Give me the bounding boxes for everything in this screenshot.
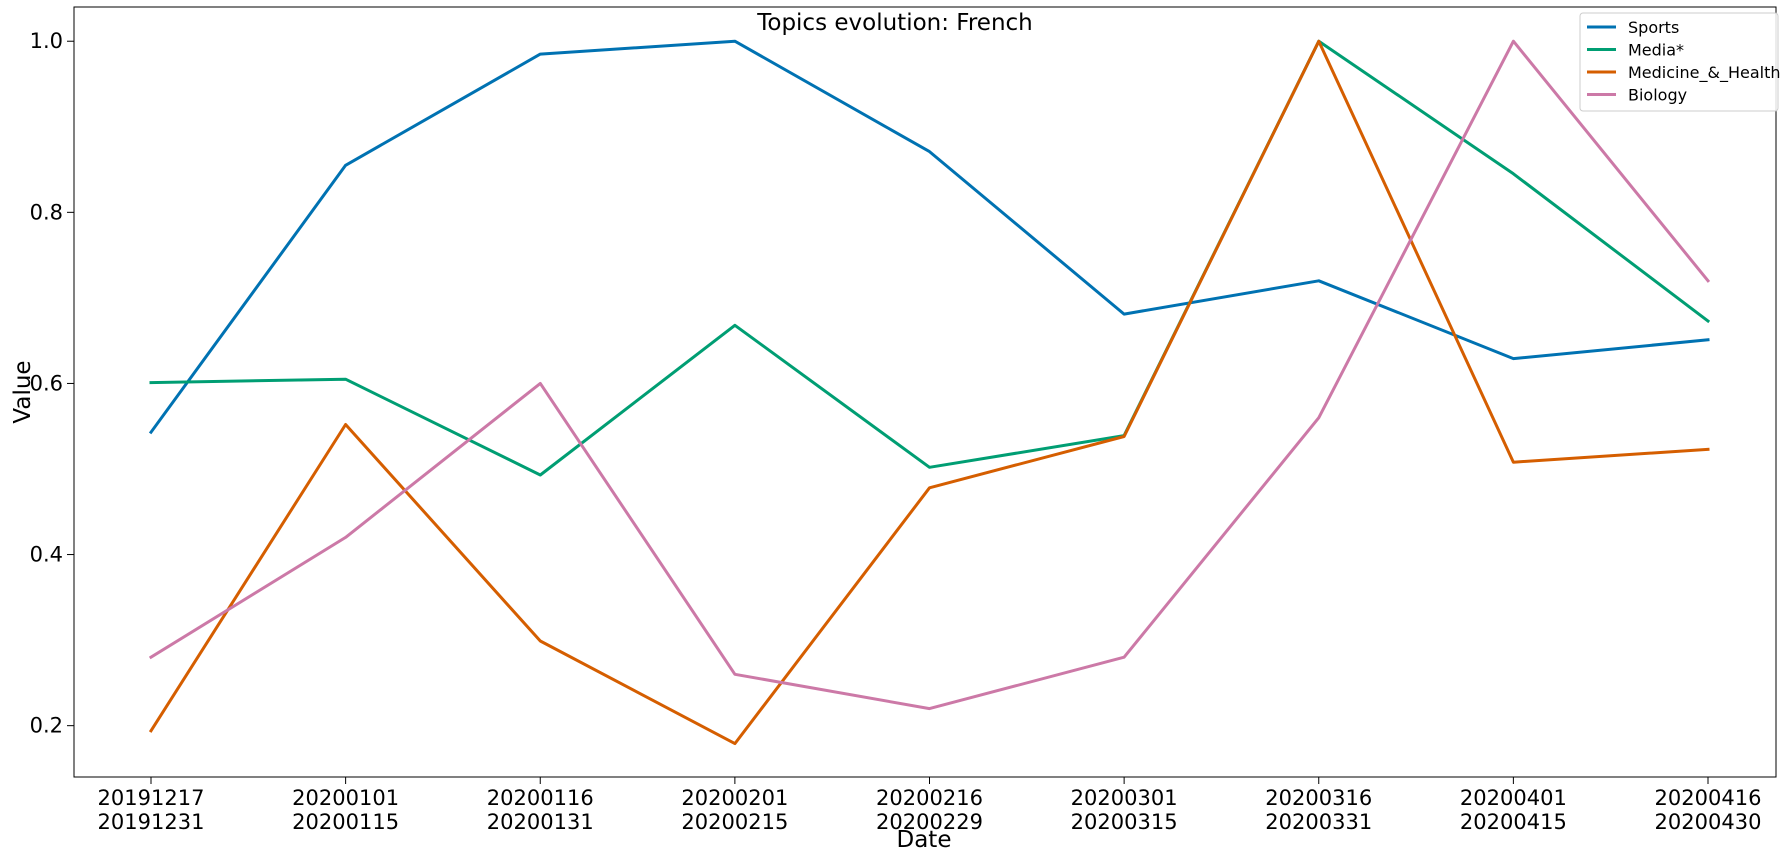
series-line-0 xyxy=(148,39,1710,435)
series-line-1 xyxy=(149,39,1711,477)
legend-box xyxy=(1579,12,1779,112)
y-tick-label: 0.8 xyxy=(30,200,63,224)
x-tick-label: 20200401 20200415 xyxy=(1460,786,1567,834)
legend-label-1: Media* xyxy=(1628,41,1684,60)
x-axis-label: Date xyxy=(897,827,952,853)
legend: Sports Media* Medicine_&_Health Biology xyxy=(1579,12,1781,112)
y-tick-label: 1.0 xyxy=(30,29,63,53)
x-tick-label: 20200201 20200215 xyxy=(681,786,788,834)
series-line-3 xyxy=(148,39,1711,711)
y-tick-label: 0.4 xyxy=(30,543,63,567)
chart-title: Topics evolution: French xyxy=(756,10,1033,36)
x-tick-label: 20200116 20200131 xyxy=(487,786,594,834)
x-axis: 20191217 20191231 20200101 20200115 20200116… xyxy=(98,777,1762,834)
legend-label-0: Sports xyxy=(1628,18,1679,37)
x-tick-label: 20200216 20200229 xyxy=(876,786,983,834)
y-tick-label: 0.6 xyxy=(30,371,63,395)
y-tick-label: 0.2 xyxy=(30,714,63,738)
y-axis-label: Value xyxy=(10,360,36,423)
x-tick-label: 20191217 20191231 xyxy=(98,786,205,834)
x-tick-label: 20200301 20200315 xyxy=(1071,786,1178,834)
plot-frame xyxy=(73,6,1777,778)
legend-label-3: Biology xyxy=(1628,86,1687,105)
x-tick-label: 20200101 20200115 xyxy=(292,786,399,834)
legend-label-2: Medicine_&_Health xyxy=(1628,63,1781,83)
x-tick-label: 20200316 20200331 xyxy=(1265,786,1372,834)
series-layer xyxy=(148,39,1711,746)
series-line-2 xyxy=(148,39,1710,746)
x-tick-label: 20200416 20200430 xyxy=(1655,786,1762,834)
y-axis: 0.2 0.4 0.6 0.8 1.0 xyxy=(30,29,74,738)
